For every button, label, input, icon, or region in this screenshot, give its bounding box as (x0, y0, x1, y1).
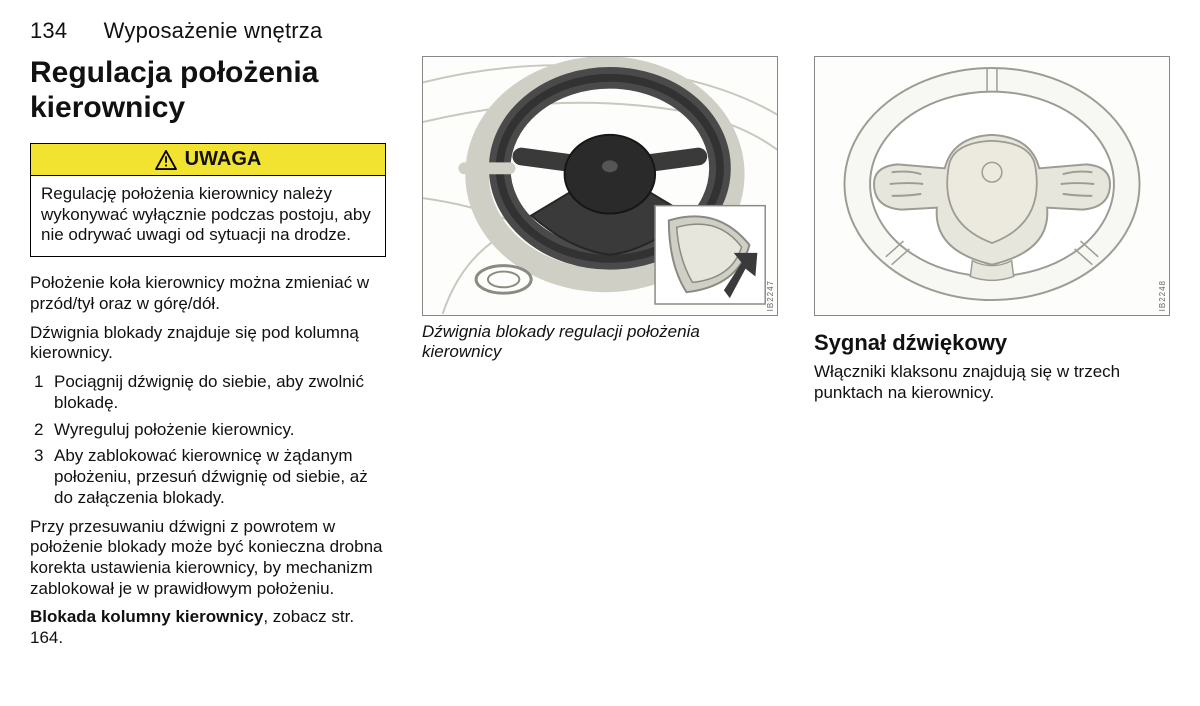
body-paragraph: Włączniki klaksonu znajdują się w trzech… (814, 362, 1170, 403)
section-title: Wyposażenie wnętrza (104, 18, 323, 43)
body-paragraph: Położenie koła kierownicy można zmieniać… (30, 273, 386, 314)
image-code: IB2247 (766, 280, 775, 311)
step-item: Pociągnij dźwignię do siebie, aby zwolni… (30, 372, 386, 413)
body-paragraph: Dźwignia blokady znajduje się pod kolumn… (30, 323, 386, 364)
column-middle: IB2247 Dźwignia blokady regulacji położe… (422, 56, 778, 657)
figure-lever: IB2247 (422, 56, 778, 316)
figure-horn: IB2248 (814, 56, 1170, 316)
figure-caption: Dźwignia blokady regulacji położenia kie… (422, 322, 778, 363)
page-header: 134 Wyposażenie wnętrza (30, 18, 1170, 44)
steering-horn-illustration (815, 57, 1169, 315)
warning-body: Regulację położenia kierownicy należy wy… (31, 176, 385, 256)
steering-lever-illustration (423, 57, 777, 315)
reference-bold: Blokada kolumny kierownicy (30, 607, 263, 626)
subheading-horn: Sygnał dźwiękowy (814, 330, 1170, 356)
warning-triangle-icon (155, 150, 177, 170)
image-code: IB2248 (1158, 280, 1167, 311)
steps-list: Pociągnij dźwignię do siebie, aby zwolni… (30, 372, 386, 508)
column-right: IB2248 Sygnał dźwiękowy Włączniki klakso… (814, 56, 1170, 657)
reference-paragraph: Blokada kolumny kierownicy, zobacz str. … (30, 607, 386, 648)
main-heading: Regulacja położenia kierownicy (30, 56, 386, 125)
column-left: Regulacja położenia kierownicy UWAGA Reg… (30, 56, 386, 657)
page-number: 134 (30, 18, 67, 44)
body-paragraph: Przy przesuwaniu dźwigni z powrotem w po… (30, 517, 386, 600)
warning-box: UWAGA Regulację położenia kierownicy nal… (30, 143, 386, 257)
step-item: Wyreguluj położenie kierownicy. (30, 420, 386, 441)
warning-label: UWAGA (185, 148, 262, 171)
step-item: Aby zablokować kierownicę w żądanym poło… (30, 446, 386, 508)
warning-header: UWAGA (31, 144, 385, 176)
